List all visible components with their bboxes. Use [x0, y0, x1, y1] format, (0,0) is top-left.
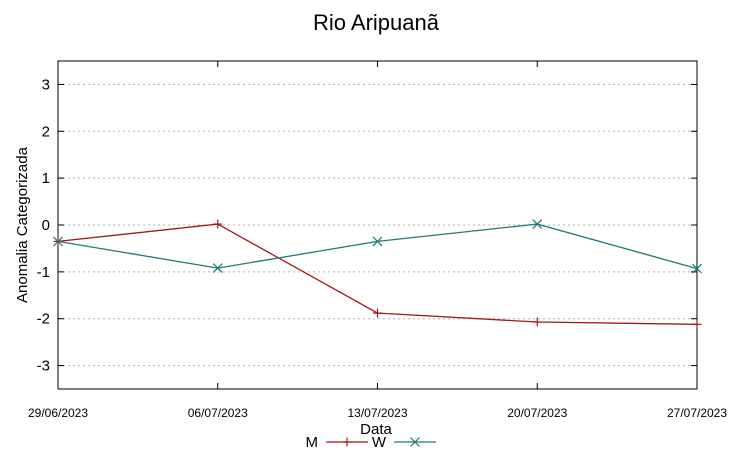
legend-label: W — [372, 434, 387, 451]
data-point — [532, 219, 543, 229]
x-tick-label: 20/07/2023 — [507, 406, 567, 420]
legend-item: W — [372, 434, 436, 451]
data-point — [53, 236, 63, 247]
chart-title: Rio Aripuanã — [313, 10, 440, 35]
y-tick-label: 0 — [42, 217, 50, 234]
y-tick-label: 3 — [42, 76, 50, 93]
data-point — [213, 219, 223, 229]
data-point — [532, 317, 542, 327]
grid — [58, 83, 697, 367]
x-tick-label: 13/07/2023 — [347, 406, 407, 420]
data-point — [692, 319, 702, 329]
legend-marker — [342, 437, 352, 447]
y-tick-label: -2 — [37, 311, 50, 328]
data-point — [212, 263, 223, 274]
data-point — [692, 263, 702, 274]
x-axis: 29/06/2023 06/07/2023 13/07/2023 20/07/2023… — [28, 61, 727, 420]
legend-item: M — [306, 434, 368, 451]
y-tick-label: 1 — [42, 170, 50, 187]
y-axis-label: Anomalia Categorizada — [14, 146, 31, 303]
x-tick-label: 27/07/2023 — [667, 406, 727, 420]
series-layer — [53, 219, 702, 329]
y-tick-label: 2 — [42, 123, 50, 140]
series-W — [53, 219, 702, 274]
x-axis-label: Data — [360, 421, 392, 438]
legend-label: M — [306, 434, 319, 451]
y-axis: 3 2 1 0 -1 -2 -3 — [37, 76, 697, 375]
legend-marker — [410, 437, 420, 447]
y-tick-label: -1 — [37, 264, 50, 281]
y-tick-label: -3 — [37, 358, 50, 375]
data-point — [373, 308, 382, 318]
x-tick-label: 29/06/2023 — [28, 406, 88, 420]
series-M — [53, 219, 702, 329]
data-point — [372, 236, 383, 247]
x-tick-label: 06/07/2023 — [188, 406, 248, 420]
